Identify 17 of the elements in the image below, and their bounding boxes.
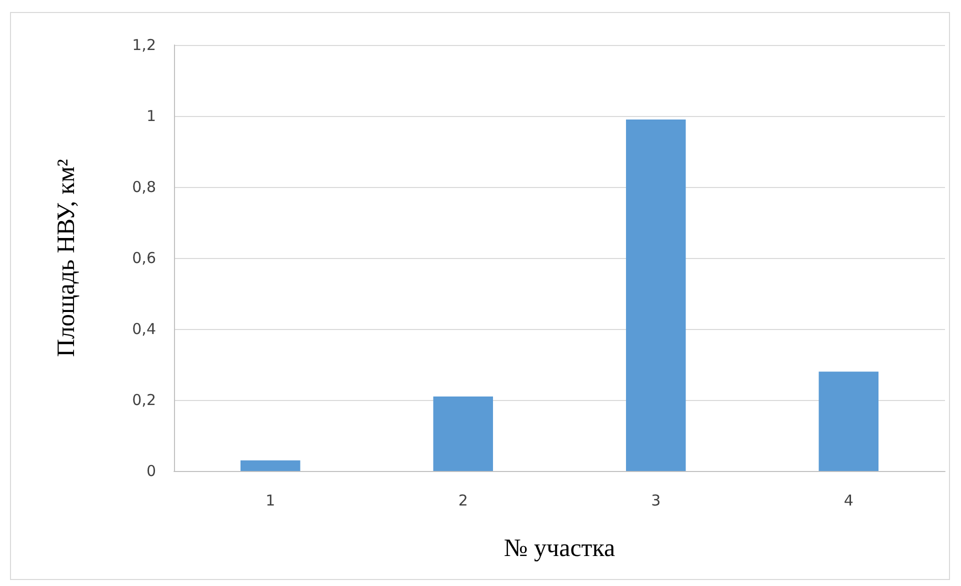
y-tick-label: 0,4 [132,320,156,338]
x-tick-label: 2 [458,492,468,510]
y-tick-label: 1,2 [132,36,156,54]
y-tick-label: 0,6 [132,249,156,267]
bar [626,120,686,471]
bar [240,460,300,471]
y-tick-label: 1 [146,107,156,125]
bar [433,396,493,471]
y-axis-title: Площадь НВУ, км² [53,158,80,358]
bar [818,372,878,471]
x-tick-label: 3 [651,492,661,510]
y-tick-label: 0,2 [132,391,156,409]
y-tick-label: 0,8 [132,178,156,196]
x-tick-label: 1 [266,492,276,510]
x-axis-title: № участка [504,535,616,562]
y-tick-label: 0 [146,462,156,480]
x-tick-label: 4 [844,492,854,510]
